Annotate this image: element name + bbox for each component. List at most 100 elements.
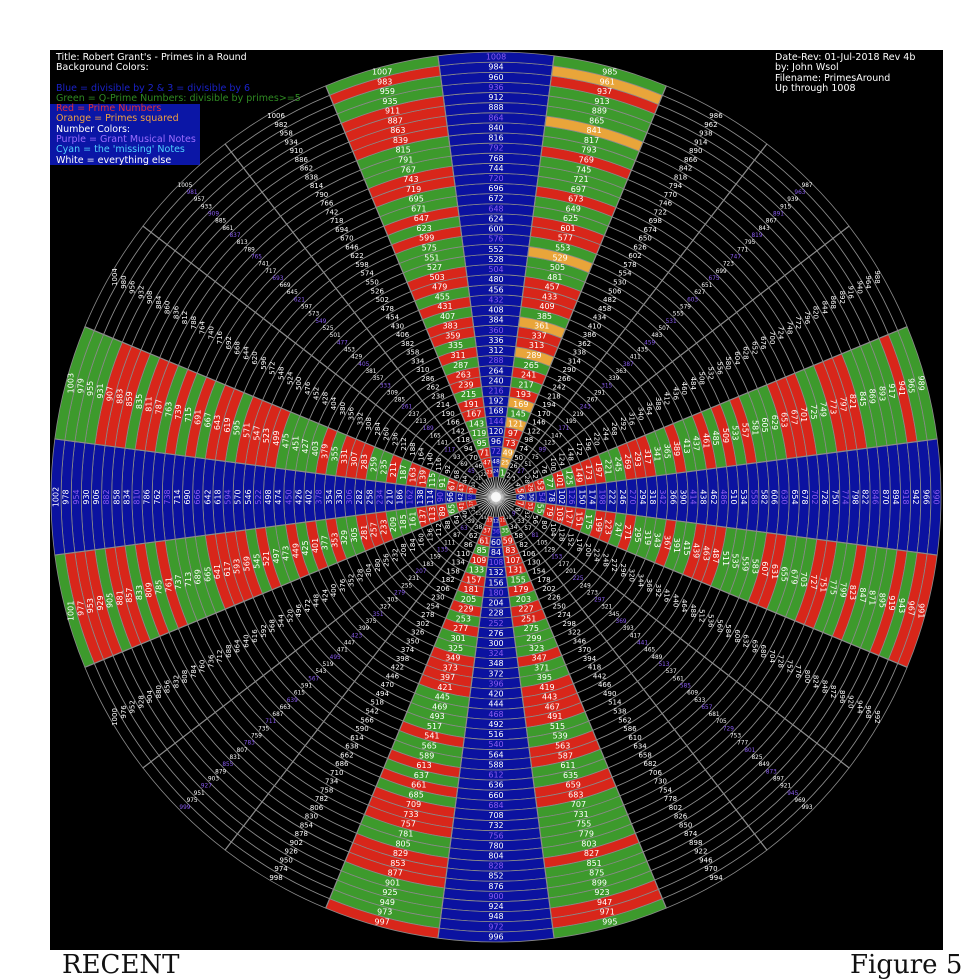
number-518: 518 [371,699,384,707]
number-664: 664 [234,639,242,653]
number-502: 502 [376,296,389,304]
number-884: 884 [155,295,163,309]
number-495: 495 [330,655,341,661]
number-94: 94 [464,445,473,453]
number-90: 90 [436,492,445,502]
number-309: 309 [387,390,398,396]
number-823: 823 [848,585,857,600]
number-984: 984 [488,63,503,72]
number-667: 667 [203,412,212,427]
number-187: 187 [399,465,408,480]
number-903: 903 [208,776,219,782]
number-405: 405 [358,362,369,368]
number-743: 743 [403,175,418,184]
number-79: 79 [545,506,554,516]
number-983: 983 [377,77,392,86]
number-310: 310 [416,366,429,374]
number-878: 878 [295,830,308,838]
number-585: 585 [680,683,691,689]
number-156: 156 [488,578,503,587]
number-744: 744 [488,164,503,173]
number-761: 761 [164,577,173,592]
number-987: 987 [802,183,813,189]
number-336: 336 [488,336,503,345]
center-starburst-icon [476,477,516,517]
number-33: 33 [517,519,525,525]
number-11: 11 [500,518,506,524]
number-571: 571 [242,423,251,438]
number-796: 796 [803,311,811,325]
number-966: 966 [921,489,930,504]
number-211: 211 [389,462,398,477]
number-62: 62 [469,532,478,540]
number-703: 703 [799,572,808,587]
number-163: 163 [409,467,418,482]
number-839: 839 [393,136,408,145]
number-919: 919 [887,595,896,610]
number-752: 752 [785,660,793,673]
number-940: 940 [855,280,863,293]
number-1000: 1000 [111,708,119,726]
number-40: 40 [462,511,469,519]
number-512: 512 [698,609,706,622]
number-217: 217 [518,380,533,389]
number-756: 756 [488,831,503,840]
number-376: 376 [339,578,347,592]
number-340: 340 [636,407,644,420]
number-595: 595 [233,420,242,435]
number-231: 231 [408,576,419,582]
number-122: 122 [527,427,540,435]
number-457: 457 [545,283,560,292]
number-541: 541 [424,732,439,741]
number-549: 549 [315,319,326,325]
number-468: 468 [488,710,503,719]
number-454: 454 [386,314,400,322]
number-837: 837 [229,233,240,239]
number-331: 331 [340,449,349,464]
number-765: 765 [251,254,262,260]
number-759: 759 [251,734,262,740]
number-593: 593 [233,559,242,574]
number-677: 677 [789,410,798,425]
number-411: 411 [630,355,641,361]
number-262: 262 [426,384,439,392]
number-742: 742 [325,208,338,216]
number-564: 564 [488,750,503,759]
number-1003: 1003 [67,373,76,393]
number-918: 918 [901,489,910,504]
number-183: 183 [423,562,434,568]
number-798: 798 [850,489,859,504]
number-39: 39 [467,519,475,525]
number-639: 639 [287,698,298,704]
number-689: 689 [194,569,203,584]
number-527: 527 [427,263,442,272]
number-739: 739 [174,404,183,419]
number-534: 534 [739,489,748,504]
number-441: 441 [637,641,648,647]
number-861: 861 [222,226,233,232]
number-382: 382 [401,340,414,348]
number-787: 787 [155,399,164,414]
number-214: 214 [436,401,450,409]
number-394: 394 [583,655,597,663]
number-573: 573 [308,312,319,318]
number-668: 668 [234,341,242,354]
number-2: 2 [506,471,510,479]
number-662: 662 [340,751,353,759]
number-287: 287 [453,361,468,370]
number-794: 794 [669,182,683,190]
number-384: 384 [488,316,503,325]
number-838: 838 [305,173,318,181]
number-190: 190 [441,410,454,418]
number-186: 186 [396,489,405,504]
number-579: 579 [680,305,691,311]
number-542: 542 [365,707,378,715]
number-630: 630 [780,489,789,504]
number-569: 569 [242,556,251,571]
number-540: 540 [488,740,503,749]
number-686: 686 [335,760,349,768]
number-198: 198 [598,489,607,504]
number-302: 302 [416,620,429,628]
number-554: 554 [618,270,632,278]
number-704: 704 [768,650,776,664]
